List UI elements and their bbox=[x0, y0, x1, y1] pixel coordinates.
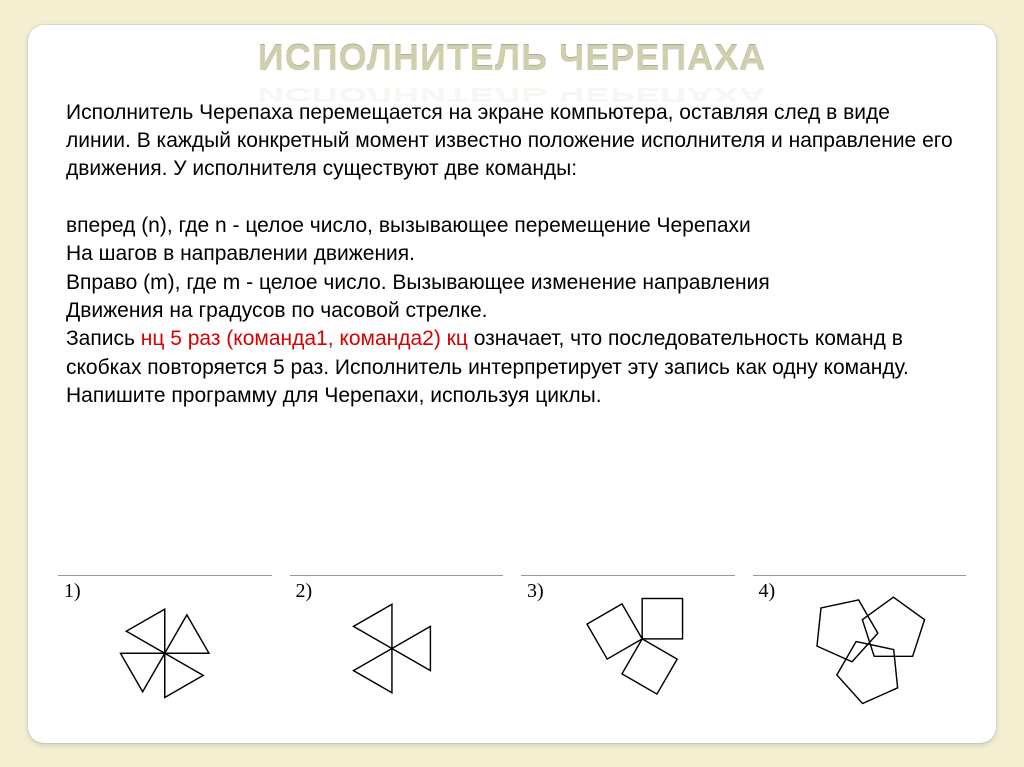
figure-1: 1) bbox=[58, 575, 272, 715]
body-text: Исполнитель Черепаха перемещается на экр… bbox=[28, 79, 996, 411]
slide: ИСПОЛНИТЕЛЬ ЧЕРЕПАХА Исполнитель Черепах… bbox=[28, 25, 996, 743]
paragraph-3a: Запись bbox=[66, 327, 141, 350]
figure-2-svg bbox=[290, 586, 504, 711]
figure-1-svg bbox=[58, 586, 272, 711]
paragraph-1: Исполнитель Черепаха перемещается на экр… bbox=[66, 99, 958, 184]
figure-3-svg bbox=[521, 586, 735, 711]
paragraph-2b: На шагов в направлении движения. bbox=[66, 240, 958, 268]
figure-2: 2) bbox=[290, 575, 504, 715]
paragraph-4: Напишите программу для Черепахи, использ… bbox=[66, 382, 958, 410]
figure-3: 3) bbox=[521, 575, 735, 715]
paragraph-2a: вперед (n), где n - целое число, вызываю… bbox=[66, 212, 958, 240]
figures-row: 1) 2) bbox=[58, 575, 966, 715]
paragraph-3-red: нц 5 раз (команда1, команда2) кц bbox=[141, 327, 468, 350]
paragraph-2d: Движения на градусов по часовой стрелке. bbox=[66, 297, 958, 325]
slide-title: ИСПОЛНИТЕЛЬ ЧЕРЕПАХА bbox=[28, 25, 996, 79]
paragraph-2c: Вправо (m), где m - целое число. Вызываю… bbox=[66, 269, 958, 297]
paragraph-3: Запись нц 5 раз (команда1, команда2) кц … bbox=[66, 325, 958, 382]
figure-4: 4) bbox=[753, 575, 967, 715]
figure-4-svg bbox=[753, 586, 967, 711]
